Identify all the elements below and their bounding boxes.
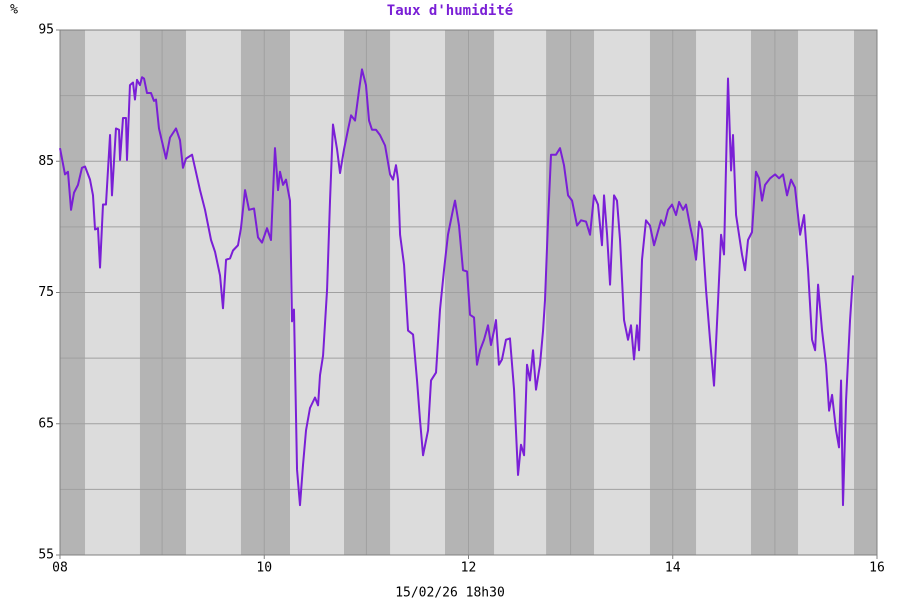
y-tick-label: 65 [38, 416, 54, 431]
chart-title: Taux d'humidité [387, 3, 513, 19]
data-line [59, 68, 854, 507]
y-axis-label: % [10, 3, 18, 18]
y-tick-label: 95 [38, 23, 54, 38]
y-tick-label: 85 [38, 154, 54, 169]
x-axis-label: 15/02/26 18h30 [395, 586, 505, 600]
x-tick-label: 10 [256, 561, 272, 576]
x-tick-label: 16 [869, 561, 885, 576]
y-tick-label: 75 [38, 285, 54, 300]
x-tick-label: 08 [52, 561, 68, 576]
x-tick-label: 14 [665, 561, 681, 576]
y-tick-label: 55 [38, 548, 54, 563]
x-tick-label: 12 [461, 561, 477, 576]
